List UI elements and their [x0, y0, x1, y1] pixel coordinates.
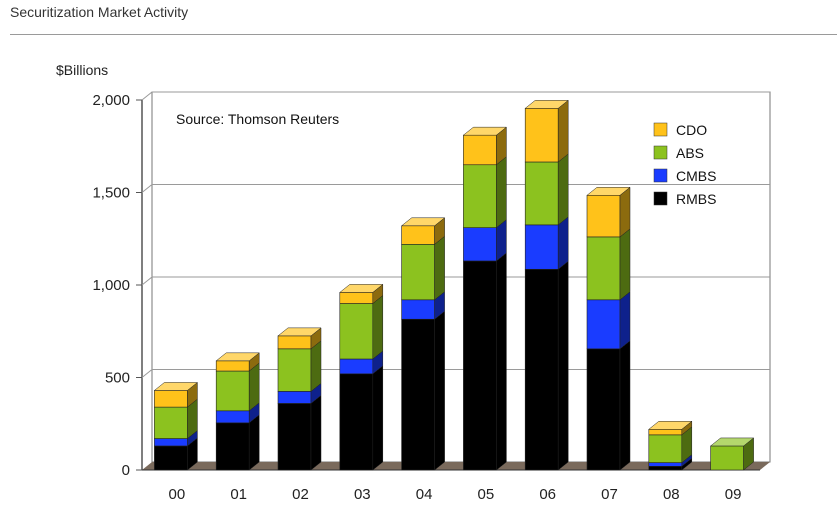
- bar-segment: [277, 327, 322, 350]
- bar-segment: [463, 156, 507, 229]
- bar-segment: [524, 216, 569, 270]
- bar-segment: [463, 219, 507, 262]
- bar-segment: [401, 291, 445, 320]
- legend-label: RMBS: [676, 191, 716, 207]
- bar-segment: [215, 414, 260, 471]
- bar-segment: [277, 382, 322, 404]
- bar-segment: [524, 260, 569, 471]
- y-tick-label: 1,000: [92, 277, 130, 294]
- bar-segment: [524, 99, 569, 163]
- bar-segment: [524, 153, 569, 226]
- bar-top-cap: [462, 126, 508, 136]
- bar-segment: [339, 294, 384, 360]
- bar-segment: [277, 340, 322, 392]
- y-axis-unit-label: $Billions: [56, 62, 109, 78]
- bar-top-cap: [586, 187, 631, 196]
- bar-segment: [710, 437, 754, 471]
- y-tick-label: 0: [122, 462, 130, 479]
- legend-swatch: [653, 122, 668, 137]
- legend-swatch: [653, 191, 668, 206]
- legend-item: CDO: [653, 122, 707, 138]
- y-tick-label: 500: [105, 370, 130, 387]
- bar-segment: [401, 310, 445, 471]
- bar-top-cap: [153, 382, 199, 391]
- bar-segment: [277, 394, 322, 471]
- x-tick-label: 04: [416, 486, 433, 503]
- bar-segment: [215, 402, 260, 424]
- legend-label: ABS: [676, 145, 704, 161]
- legend-label: CMBS: [676, 168, 716, 184]
- bar-top-cap: [339, 284, 384, 293]
- legend-swatch: [653, 145, 668, 160]
- bars-group: [153, 99, 755, 471]
- title-divider: [10, 34, 837, 35]
- bar-segment: [154, 381, 198, 408]
- source-annotation: Source: Thomson Reuters: [176, 111, 339, 127]
- bar-segment: [154, 398, 198, 440]
- bar-segment: [586, 186, 631, 238]
- bar-segment: [586, 340, 631, 471]
- chart-page-title: Securitization Market Activity: [10, 4, 189, 20]
- legend-item: RMBS: [653, 191, 716, 207]
- x-tick-label: 05: [478, 486, 495, 503]
- x-tick-label: 02: [292, 486, 309, 503]
- bar-segment: [586, 228, 631, 301]
- x-tick-label: 08: [663, 486, 680, 503]
- legend-swatch: [653, 168, 668, 183]
- bar-top-cap: [709, 437, 755, 447]
- legend-item: ABS: [653, 145, 704, 161]
- x-tick-label: 03: [354, 486, 371, 503]
- bar-segment: [463, 126, 507, 166]
- bar-top-cap: [215, 352, 260, 362]
- x-tick-label: 09: [725, 486, 742, 503]
- x-tick-label: 07: [601, 486, 618, 503]
- bar-top-cap: [648, 421, 693, 430]
- bar-segment: [463, 252, 507, 471]
- y-axis-ticks: 0 500 1,000 1,500 2,000: [92, 92, 142, 479]
- legend: CDO ABS CMBS RMBS: [653, 122, 716, 207]
- legend-label: CDO: [676, 122, 707, 138]
- bar-top-cap: [400, 217, 446, 227]
- bar-top-cap: [524, 100, 569, 109]
- bar-segment: [648, 454, 693, 467]
- bar-segment: [401, 235, 445, 301]
- x-tick-label: 00: [169, 486, 186, 503]
- bar-segment: [339, 365, 384, 471]
- x-axis-ticks: 00 01 02 03 04 05 06 07 08 09: [169, 486, 742, 503]
- x-tick-label: 06: [539, 486, 556, 503]
- legend-item: CMBS: [653, 168, 716, 184]
- grid-line: [141, 91, 770, 101]
- y-tick-label: 2,000: [92, 92, 130, 109]
- x-tick-label: 01: [230, 486, 247, 503]
- bar-segment: [586, 291, 631, 350]
- bar-segment: [648, 426, 693, 464]
- bar-top-cap: [277, 327, 322, 337]
- bar-segment: [215, 362, 260, 412]
- y-tick-label: 1,500: [92, 185, 130, 202]
